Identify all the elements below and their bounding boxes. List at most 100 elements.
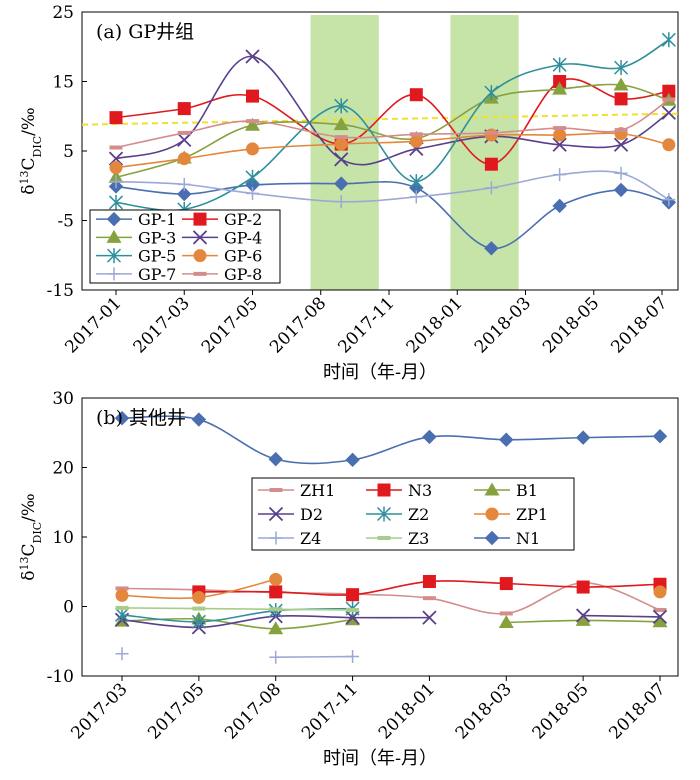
panel1-reference-line: [81, 112, 679, 126]
panel2-series-ZP1: [115, 572, 667, 604]
panel1-point-GP-1: [177, 186, 192, 202]
panel2-point-ZH1: [499, 611, 513, 616]
panel2-point-Z3: [115, 605, 129, 610]
panel1-point-GP-2: [614, 92, 628, 106]
panel1-legend-label-GP-7: GP-7: [138, 265, 176, 284]
panel1-point-GP-2: [246, 89, 259, 103]
panel2-point-N3: [499, 577, 513, 591]
panel1-point-GP-8: [177, 130, 191, 135]
panel1-point-GP-7: [177, 177, 191, 191]
panel1-point-GP-3: [552, 81, 568, 95]
panel1-point-GP-4: [552, 137, 567, 152]
panel2-point-N1: [191, 412, 207, 427]
panel1-point-GP-5: [552, 57, 567, 73]
panel1-series-GP-7: [109, 166, 676, 209]
panel2-x-tick-label: 2018-07: [605, 679, 669, 743]
panel1-legend-label-GP-3: GP-3: [138, 228, 176, 247]
panel2-point-B1: [652, 614, 668, 628]
panel2-point-N1: [114, 410, 130, 426]
panel1-series-GP-5: [108, 32, 676, 217]
panel2-point-N1: [499, 432, 514, 447]
panel2-point-ZP1: [653, 585, 667, 599]
panel2-legend-marker-N3: [377, 483, 391, 497]
panel1-legend-label-GP-6: GP-6: [224, 247, 262, 266]
panel2-legend-marker-Z2: [376, 506, 392, 522]
panel1-point-GP-6: [662, 138, 676, 152]
panel1-point-GP-4: [661, 105, 676, 120]
panel2-x-tick-label: 2018-01: [375, 679, 439, 743]
panel2-x-tick-label: 2017-08: [221, 679, 285, 743]
panel2-legend-label-N3: N3: [408, 481, 432, 500]
panel1-x-axis-label: 时间（年-月）: [323, 362, 437, 383]
panel1-series-GP-4: [108, 49, 676, 167]
panel1-x-tick-label: 2018-01: [403, 293, 467, 357]
panel2-point-D2: [652, 609, 668, 625]
panel1-y-tick-label: -15: [47, 281, 74, 301]
panel1-point-GP-6: [553, 128, 567, 142]
panel2-x-tick-label: 2017-03: [67, 679, 131, 743]
panel2-point-ZH1: [115, 586, 129, 591]
panel1-point-GP-6: [177, 152, 191, 166]
panel1-legend-marker-GP-5: [106, 248, 122, 264]
panel1-point-GP-7: [246, 186, 259, 200]
panel2-legend-marker-B1: [484, 482, 500, 496]
panel1-point-GP-2: [177, 102, 191, 116]
panel2-title: (b) 其他井: [96, 407, 186, 429]
panel2-point-N1: [422, 429, 437, 445]
panel1-point-GP-5: [409, 174, 424, 190]
panel1-point-GP-8: [614, 128, 628, 133]
panel2-x-axis-label: 时间（年-月）: [323, 748, 437, 769]
panel2-series-N1: [114, 410, 668, 468]
panel2-point-B1: [498, 614, 514, 628]
panel1-legend-label-GP-2: GP-2: [224, 210, 262, 229]
panel2-point-N1: [268, 451, 283, 467]
panel1-point-GP-5: [245, 169, 260, 185]
panel1-x-tick-label: 2017-01: [61, 293, 125, 357]
panel1-point-GP-2: [409, 88, 423, 102]
panel1-title: (a) GP井组: [96, 21, 194, 43]
panel2-point-B1: [268, 621, 284, 635]
panel1-point-GP-4: [613, 137, 629, 152]
panel1-y-axis-label: δ13CDIC/‰: [18, 107, 44, 194]
panel1-point-GP-2: [109, 111, 123, 125]
panel1-line-GP-4: [115, 55, 670, 166]
panel1-point-GP-7: [553, 168, 567, 182]
panel1-point-GP-1: [552, 198, 567, 214]
panel2-legend-label-Z3: Z3: [408, 529, 429, 548]
panel1-point-GP-4: [177, 132, 192, 148]
panel2-legend-label-Z2: Z2: [408, 505, 429, 524]
panel2-point-N3: [346, 588, 360, 602]
panel1-y-tick-label: 15: [52, 73, 74, 93]
panel2-legend-label-B1: B1: [516, 481, 538, 500]
panel2-point-Z4: [115, 647, 129, 661]
panel1-x-tick-label: 2017-03: [130, 293, 194, 357]
panel1-point-GP-7: [334, 195, 348, 209]
panel2-point-ZP1: [115, 588, 129, 602]
panel2-point-D2: [576, 608, 591, 623]
panel2-point-Z2: [191, 614, 206, 630]
panel2-legend-marker-ZP1: [485, 507, 499, 521]
panel1-shaded-range: [450, 15, 519, 290]
panel2-legend-label-N1: N1: [516, 529, 540, 548]
panel1-point-GP-1: [334, 176, 349, 191]
panel2-y-tick-label: 0: [63, 598, 74, 618]
panel2-series-N3: [192, 574, 667, 602]
panel1-point-GP-1: [484, 241, 499, 256]
panel1-line-GP-7: [115, 170, 670, 203]
panel2-series-Z3: [115, 605, 360, 612]
panel1-point-GP-7: [484, 181, 498, 195]
panel1-y-tick-label: 25: [52, 3, 74, 23]
panel1-legend-label-GP-5: GP-5: [138, 247, 176, 266]
panel1-point-GP-8: [334, 135, 348, 140]
panel1-y-tick-label: -5: [57, 212, 74, 232]
panel1-point-GP-2: [484, 157, 498, 171]
panel2-point-Z3: [269, 607, 283, 612]
panel1-line-GP-5: [115, 39, 670, 212]
panel2-legend-label-D2: D2: [300, 505, 323, 524]
panel1-point-GP-8: [553, 126, 567, 131]
panel1-legend-marker-GP-7: [107, 267, 121, 281]
panel1-point-GP-4: [245, 49, 260, 64]
panel1-point-GP-5: [334, 98, 349, 114]
panel1-point-GP-3: [613, 77, 629, 91]
panel2-y-tick-label: -10: [47, 667, 74, 687]
